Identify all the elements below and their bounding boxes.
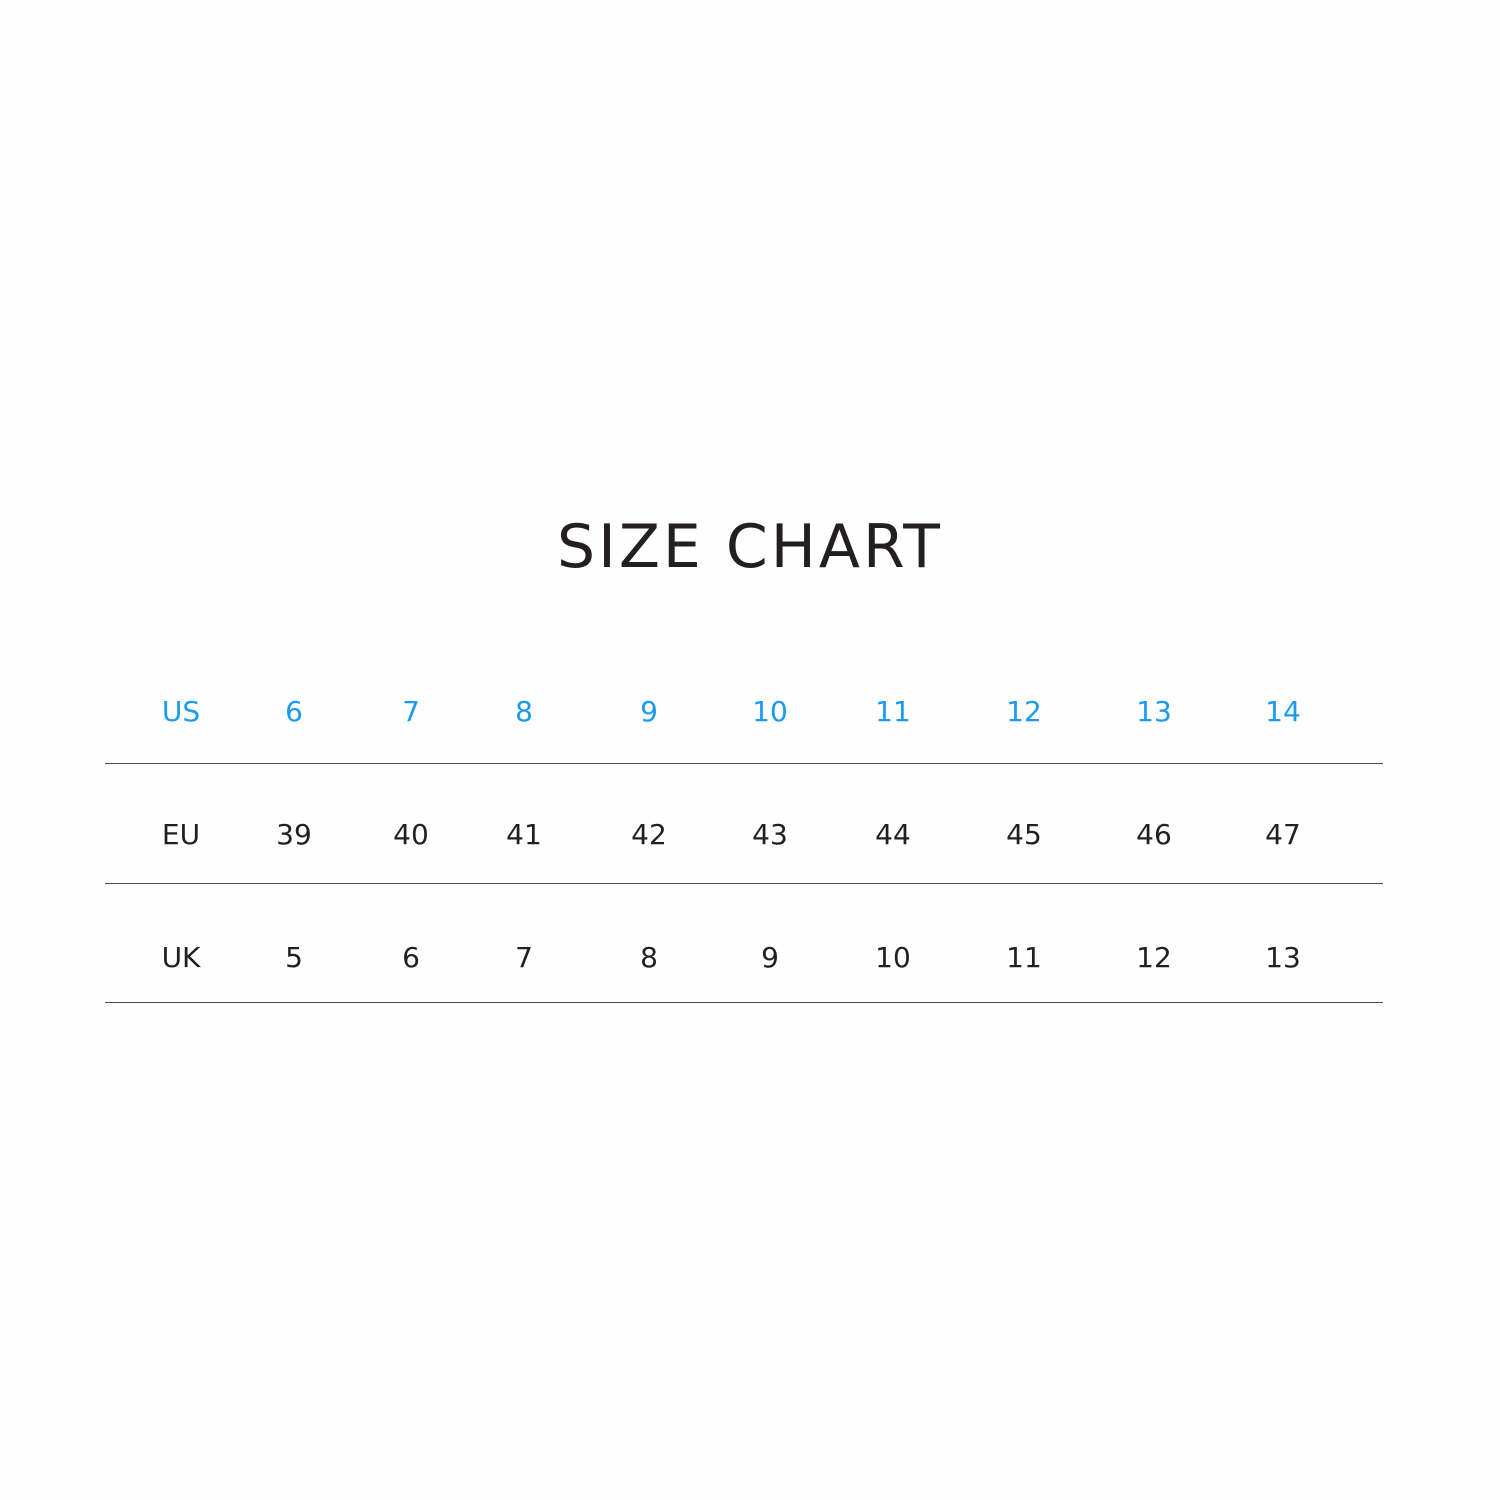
row-label: UK (161, 941, 201, 974)
size-cell: 10 (752, 695, 788, 728)
size-cell: 7 (402, 695, 420, 728)
size-cell: 8 (515, 695, 533, 728)
size-cell: 9 (640, 695, 658, 728)
size-cell: 7 (515, 941, 533, 974)
size-cell: 13 (1136, 695, 1172, 728)
size-cell: 41 (506, 818, 542, 851)
size-cell: 12 (1006, 695, 1042, 728)
size-cell: 46 (1136, 818, 1172, 851)
size-cell: 47 (1265, 818, 1301, 851)
page-title: SIZE CHART (557, 512, 943, 582)
size-cell: 12 (1136, 941, 1172, 974)
size-cell: 40 (393, 818, 429, 851)
size-cell: 10 (875, 941, 911, 974)
size-cell: 9 (761, 941, 779, 974)
size-cell: 14 (1265, 695, 1301, 728)
size-cell: 5 (285, 941, 303, 974)
size-cell: 11 (875, 695, 911, 728)
row-divider (105, 883, 1383, 884)
size-cell: 43 (752, 818, 788, 851)
size-cell: 6 (402, 941, 420, 974)
row-label: EU (161, 818, 201, 851)
size-cell: 8 (640, 941, 658, 974)
row-label: US (161, 695, 201, 728)
size-cell: 11 (1006, 941, 1042, 974)
row-divider (105, 1002, 1383, 1003)
size-cell: 44 (875, 818, 911, 851)
size-cell: 42 (631, 818, 667, 851)
size-cell: 39 (276, 818, 312, 851)
size-cell: 45 (1006, 818, 1042, 851)
size-cell: 6 (285, 695, 303, 728)
size-cell: 13 (1265, 941, 1301, 974)
row-divider (105, 763, 1383, 764)
